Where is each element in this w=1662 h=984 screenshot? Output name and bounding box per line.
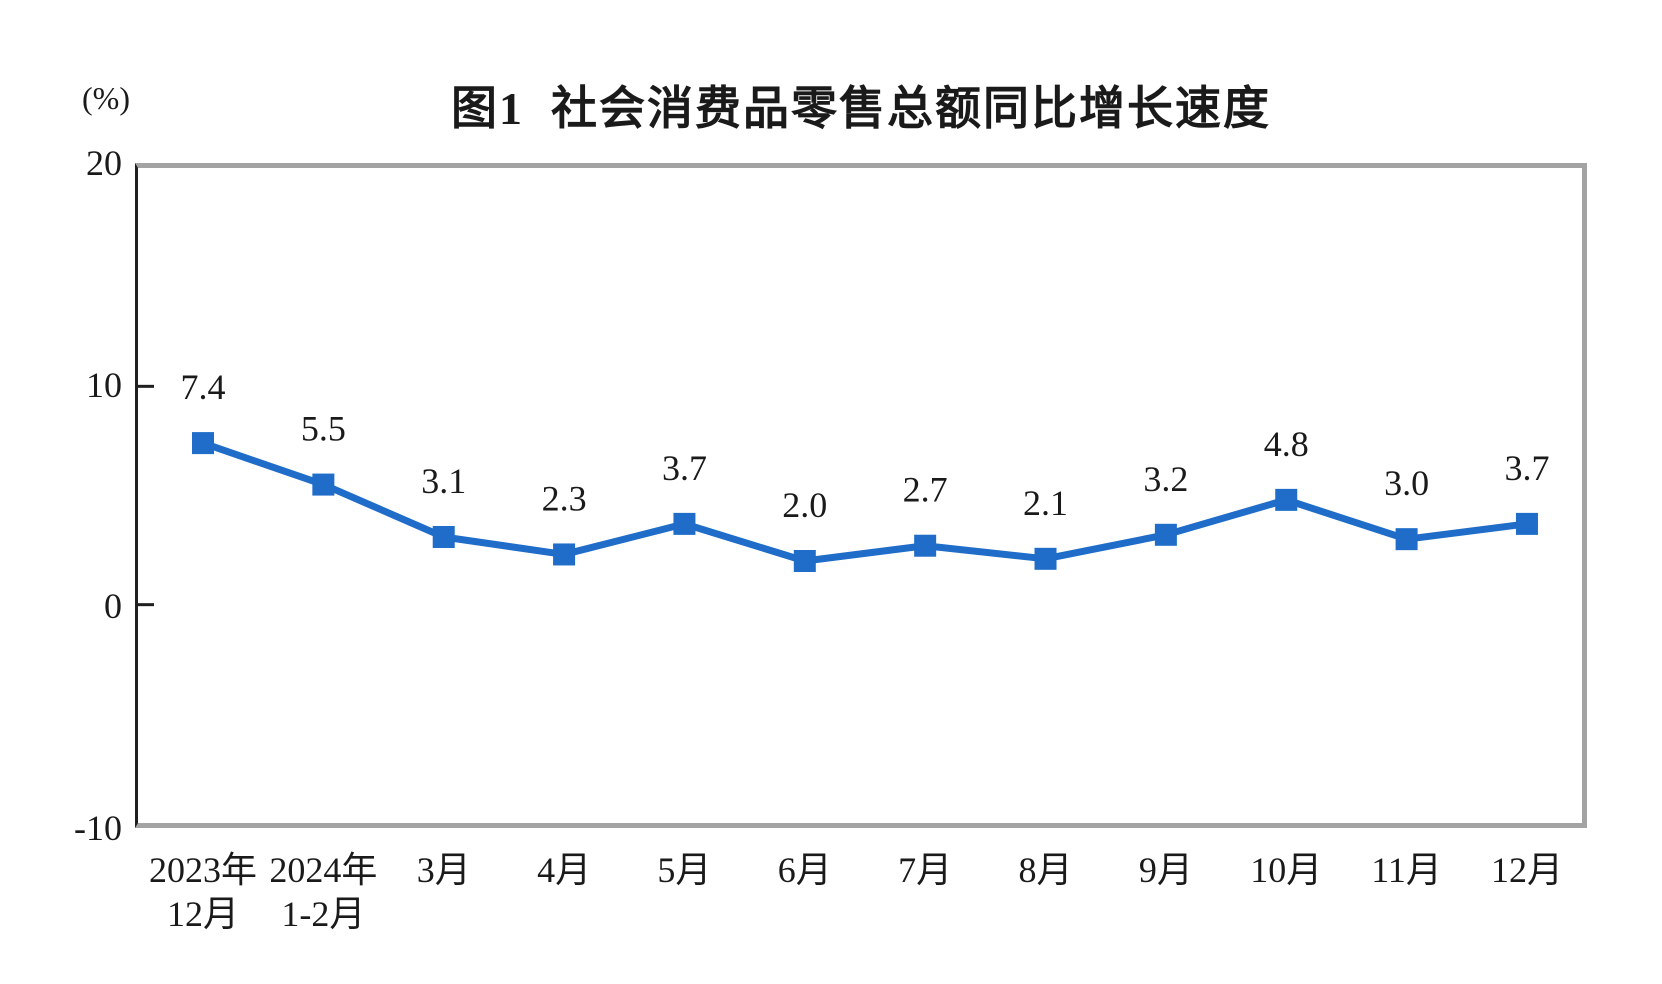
data-point-marker xyxy=(553,543,576,566)
data-point-marker xyxy=(1154,523,1177,546)
data-point-label: 3.0 xyxy=(1384,463,1429,503)
data-point-label: 3.7 xyxy=(1504,448,1549,488)
data-point-label: 2.1 xyxy=(1023,483,1068,523)
x-axis-label: 10月 xyxy=(1250,848,1322,892)
y-axis-tick-label: -10 xyxy=(74,808,122,848)
chart-title: 图1 社会消费品零售总额同比增长速度 xyxy=(451,83,1271,134)
y-axis-tick xyxy=(138,384,154,388)
data-point-marker xyxy=(1034,547,1057,570)
x-axis-label-line: 12月 xyxy=(1490,850,1563,890)
data-point-marker xyxy=(432,525,455,548)
y-axis-unit-label: (%) xyxy=(82,80,130,116)
data-point-label: 3.1 xyxy=(421,461,466,501)
data-point-label: 3.2 xyxy=(1143,459,1188,499)
x-axis-label-line: 4月 xyxy=(537,850,592,890)
data-point-marker xyxy=(673,512,696,535)
x-axis-label-line: 1-2月 xyxy=(281,894,366,934)
x-axis-label-line: 3月 xyxy=(416,850,471,890)
x-axis-label: 2023年 12月 xyxy=(149,848,257,936)
y-axis-labels: 20 10 0 -10 xyxy=(0,0,122,984)
x-axis-label-line: 6月 xyxy=(777,850,832,890)
y-axis-tick-label: 20 xyxy=(86,143,122,183)
data-point-label: 2.7 xyxy=(903,470,948,510)
trend-line xyxy=(199,439,1531,565)
data-point-marker xyxy=(192,432,214,455)
x-axis-label: 4月 xyxy=(537,848,591,892)
x-axis-label-line: 2023年 xyxy=(148,850,258,890)
line-chart-svg: 7.4 5.5 3.1 2.3 3.7 2.0 2.7 2.1 3.2 4.8 3.0 3.7 xyxy=(138,367,1549,607)
y-axis-tick-label: 0 xyxy=(104,586,122,627)
x-axis-label: 5月 xyxy=(657,848,711,892)
y-axis-tick-label: 10 xyxy=(86,364,122,405)
data-point-marker xyxy=(1515,512,1538,535)
plot-area: 7.4 5.5 3.1 2.3 3.7 2.0 2.7 2.1 3.2 4.8 3.0 3.7 xyxy=(135,163,1587,828)
x-axis-label: 9月 xyxy=(1139,848,1193,892)
x-axis-label-line: 7月 xyxy=(898,850,953,890)
data-point-marker xyxy=(1275,488,1298,511)
x-axis-label-line: 2024年 xyxy=(269,850,378,890)
data-point-marker xyxy=(312,473,335,496)
x-axis-label: 11月 xyxy=(1371,848,1442,892)
x-axis-label-line: 5月 xyxy=(657,850,712,890)
data-point-marker xyxy=(914,534,937,557)
data-point-label: 2.3 xyxy=(542,478,587,518)
x-axis-label: 6月 xyxy=(778,848,832,892)
x-axis-label: 7月 xyxy=(898,848,952,892)
x-axis-label-line: 9月 xyxy=(1138,850,1193,890)
data-point-label: 4.8 xyxy=(1264,424,1309,464)
x-axis-label: 2024年 1-2月 xyxy=(269,848,377,936)
x-axis-label-line: 10月 xyxy=(1250,850,1323,890)
x-axis-label: 8月 xyxy=(1019,848,1073,892)
x-axis-label: 3月 xyxy=(417,848,471,892)
data-point-label: 2.0 xyxy=(782,485,827,525)
data-point-label: 3.7 xyxy=(662,448,707,488)
data-point-marker xyxy=(793,550,816,572)
data-point-label: 5.5 xyxy=(301,409,346,449)
x-axis-label: 12月 xyxy=(1491,848,1563,892)
y-axis-tick xyxy=(138,603,154,607)
data-point-marker xyxy=(1395,528,1418,551)
data-point-label: 7.4 xyxy=(181,367,226,407)
x-axis-label-line: 8月 xyxy=(1018,850,1073,890)
x-axis-label-line: 12月 xyxy=(166,894,240,934)
x-axis-label-line: 11月 xyxy=(1371,850,1442,890)
